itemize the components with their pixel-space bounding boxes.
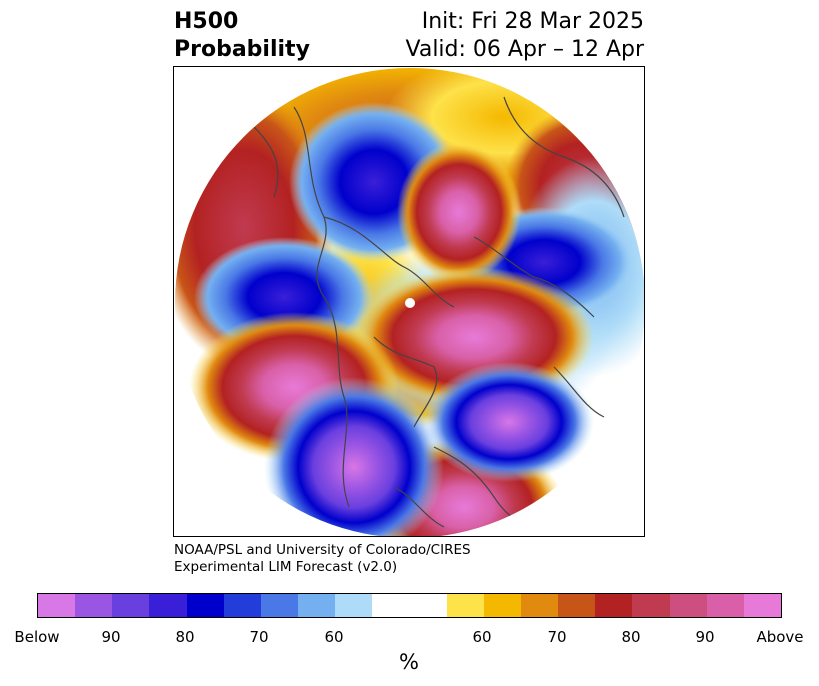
credit-line-2: Experimental LIM Forecast (v2.0) [174,559,398,575]
variable-label: H500 [174,9,239,34]
colorbar-above-segment-6 [632,594,670,617]
colorbar-below-segment-9 [335,594,373,617]
colorbar-tick-label: 60 [472,628,492,646]
colorbar-tick-label: 90 [695,628,715,646]
colorbar-below-segment-4 [149,594,187,617]
colorbar-tick-label: 60 [324,628,344,646]
credit-line-1: NOAA/PSL and University of Colorado/CIRE… [174,542,471,558]
map-title: H500 Probability [174,8,310,64]
probability-field [175,68,644,536]
colorbar-neutral-segment [372,594,447,617]
colorbar-above-segment-1 [446,594,484,617]
colorbar-tick-label: Above [756,628,804,646]
colorbar-above-segment-3 [521,594,559,617]
colorbar-below-segment-1 [38,594,76,617]
probability-map [173,66,645,537]
coastlines [253,96,625,528]
colorbar-below-segment-6 [223,594,261,617]
colorbar-tick-label: 80 [621,628,641,646]
colorbar-above-segment-9 [743,594,782,617]
colorbar-below-segment-8 [298,594,336,617]
colorbar-tick-label: 80 [175,628,195,646]
init-date: Init: Fri 28 Mar 2025 [421,9,644,34]
colorbar-above-segment-5 [595,594,633,617]
colorbar-tick-label: 70 [547,628,567,646]
product-label: Probability [174,37,310,62]
colorbar-above-segment-8 [706,594,744,617]
probability-colorbar [37,593,782,618]
credit-text: NOAA/PSL and University of Colorado/CIRE… [174,542,471,576]
colorbar-above-segment-7 [669,594,707,617]
colorbar-tick-label: Below [14,628,60,646]
colorbar-below-segment-2 [75,594,113,617]
colorbar-unit: % [399,650,419,674]
colorbar-below-segment-5 [186,594,224,617]
colorbar-tick-label: 90 [101,628,121,646]
map-canvas [175,68,644,536]
forecast-dates: Init: Fri 28 Mar 2025 Valid: 06 Apr – 12… [406,8,645,64]
colorbar-below-segment-7 [260,594,299,617]
colorbar-above-segment-4 [558,594,596,617]
valid-dates: Valid: 06 Apr – 12 Apr [405,37,645,62]
colorbar-below-segment-3 [112,594,150,617]
colorbar-above-segment-2 [483,594,522,617]
colorbar-tick-label: 70 [249,628,269,646]
